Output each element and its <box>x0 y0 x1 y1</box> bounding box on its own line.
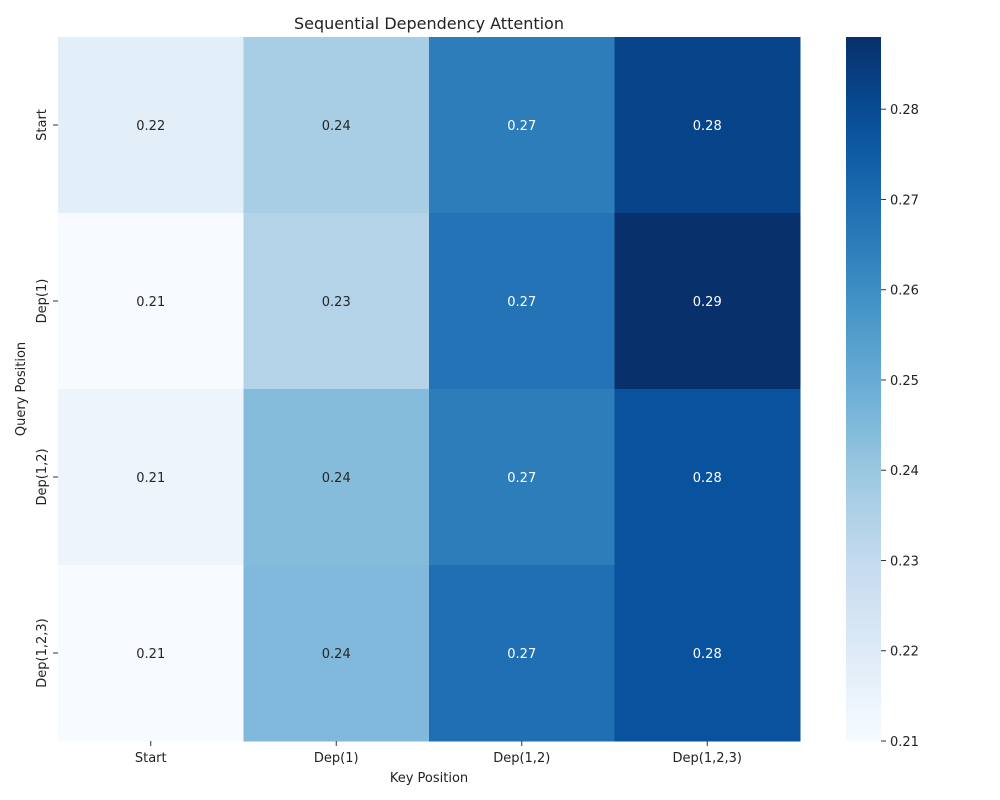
y-axis-ticks: Start Dep(1) Dep(1,2) Dep(1,2,3) <box>35 109 58 688</box>
heatmap-cell <box>243 213 430 390</box>
x-tick-label: Dep(1,2,3) <box>673 751 742 766</box>
y-tick-label: Dep(1,2) <box>35 448 50 505</box>
heatmap-cells: 0.22 0.24 0.27 0.28 0.21 0.23 0.27 0.29 0.21 0.24… <box>58 37 801 742</box>
heatmap-cell <box>243 389 430 566</box>
colorbar <box>846 37 881 741</box>
cell-value-label: 0.28 <box>693 471 722 486</box>
heatmap-cell <box>243 565 430 742</box>
heatmap-cell <box>429 565 615 742</box>
colorbar-ticks: 0.21 0.22 0.23 0.24 0.25 0.26 0.27 0.28 <box>881 103 919 750</box>
heatmap-cell <box>614 565 801 742</box>
colorbar-tick-label: 0.22 <box>890 645 919 660</box>
colorbar-tick-label: 0.27 <box>890 193 919 208</box>
heatmap-cell <box>58 565 244 742</box>
x-tick-label: Dep(1,2) <box>493 751 550 766</box>
cell-value-label: 0.28 <box>693 119 722 134</box>
cell-value-label: 0.27 <box>507 471 536 486</box>
heatmap-cell <box>614 389 801 566</box>
heatmap-cell <box>243 37 430 214</box>
x-tick-label: Start <box>135 751 167 766</box>
cell-value-label: 0.28 <box>693 647 722 662</box>
heatmap-cell <box>429 213 615 390</box>
x-axis-label: Key Position <box>390 771 468 786</box>
heatmap-cell <box>614 37 801 214</box>
cell-value-label: 0.21 <box>136 295 165 310</box>
x-axis-ticks: Start Dep(1) Dep(1,2) Dep(1,2,3) <box>135 741 742 766</box>
colorbar-tick-label: 0.26 <box>890 284 919 299</box>
y-tick-label: Dep(1) <box>35 279 50 324</box>
cell-value-label: 0.29 <box>693 295 722 310</box>
chart-title: Sequential Dependency Attention <box>294 14 564 33</box>
cell-value-label: 0.24 <box>322 647 351 662</box>
cell-value-label: 0.24 <box>322 471 351 486</box>
colorbar-tick-label: 0.25 <box>890 374 919 389</box>
heatmap-cell <box>58 389 244 566</box>
cell-value-label: 0.23 <box>322 295 351 310</box>
x-tick-label: Dep(1) <box>314 751 359 766</box>
heatmap-cell <box>429 389 615 566</box>
y-tick-label: Dep(1,2,3) <box>35 618 50 687</box>
cell-value-label: 0.24 <box>322 119 351 134</box>
colorbar-tick-label: 0.21 <box>890 735 919 750</box>
y-tick-label: Start <box>35 109 50 141</box>
heatmap-cell <box>58 213 244 390</box>
y-axis-label: Query Position <box>14 342 29 436</box>
cell-value-label: 0.22 <box>136 119 165 134</box>
colorbar-tick-label: 0.28 <box>890 103 919 118</box>
heatmap-cell <box>429 37 615 214</box>
colorbar-tick-label: 0.23 <box>890 554 919 569</box>
cell-value-label: 0.27 <box>507 647 536 662</box>
cell-value-label: 0.27 <box>507 295 536 310</box>
colorbar-tick-label: 0.24 <box>890 464 919 479</box>
heatmap-cell <box>58 37 244 214</box>
cell-value-label: 0.27 <box>507 119 536 134</box>
cell-value-label: 0.21 <box>136 471 165 486</box>
heatmap-cell <box>614 213 801 390</box>
cell-value-label: 0.21 <box>136 647 165 662</box>
